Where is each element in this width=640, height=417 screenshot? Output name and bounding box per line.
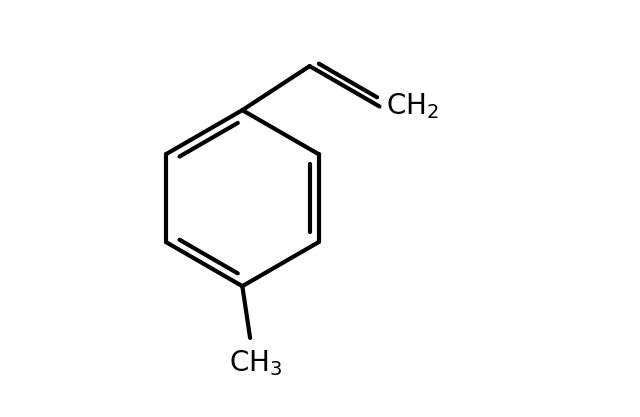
Text: CH$_2$: CH$_2$ — [386, 92, 438, 121]
Text: CH$_3$: CH$_3$ — [228, 348, 282, 378]
